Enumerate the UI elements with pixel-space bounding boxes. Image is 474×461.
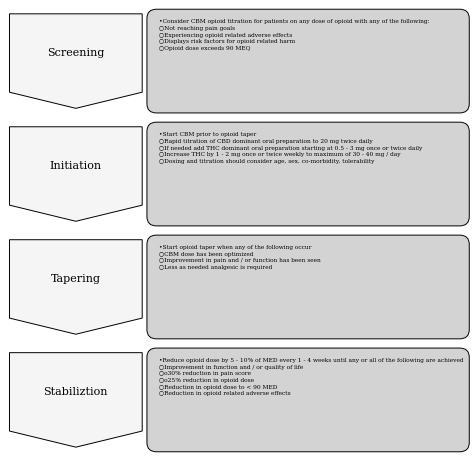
FancyBboxPatch shape xyxy=(147,9,469,113)
Text: •Consider CBM opioid titration for patients on any dose of opioid with any of th: •Consider CBM opioid titration for patie… xyxy=(159,19,429,51)
Polygon shape xyxy=(9,353,142,447)
Polygon shape xyxy=(9,14,142,108)
FancyBboxPatch shape xyxy=(147,348,469,452)
FancyBboxPatch shape xyxy=(147,235,469,339)
Text: Screening: Screening xyxy=(47,48,105,58)
Text: Stabiliztion: Stabiliztion xyxy=(44,387,108,397)
Polygon shape xyxy=(9,240,142,334)
Polygon shape xyxy=(9,127,142,221)
Text: •Reduce opioid dose by 5 - 10% of MED every 1 - 4 weeks until any or all of the : •Reduce opioid dose by 5 - 10% of MED ev… xyxy=(159,358,463,396)
Text: Tapering: Tapering xyxy=(51,274,101,284)
Text: •Start CBM prior to opioid taper
○Rapid titration of CBD dominant oral preparati: •Start CBM prior to opioid taper ○Rapid … xyxy=(159,132,422,164)
Text: Initiation: Initiation xyxy=(50,161,102,171)
FancyBboxPatch shape xyxy=(147,122,469,226)
Text: •Start opioid taper when any of the following occur
○CBM dose has been optimized: •Start opioid taper when any of the foll… xyxy=(159,245,320,270)
